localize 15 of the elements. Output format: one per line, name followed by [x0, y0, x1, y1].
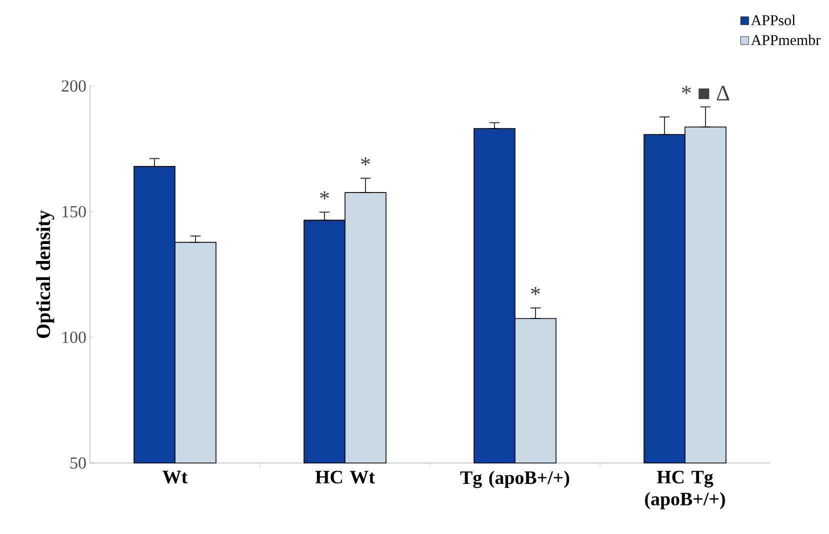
- y-axis-title: Optical density: [36, 210, 54, 338]
- y-tick-label: 100: [62, 332, 86, 344]
- legend-label: APPsol: [750, 14, 796, 26]
- x-tick-label: Tg (apoB+/+): [460, 470, 570, 488]
- annotation: * ■ Δ: [682, 86, 730, 100]
- annotation: *: [320, 191, 329, 200]
- x-tick-label: HC Tg (apoB+/+): [645, 470, 725, 510]
- x-tick-label: Wt: [162, 470, 188, 484]
- y-tick-label: 50: [70, 457, 86, 469]
- y-tick-label: 200: [62, 80, 86, 92]
- annotation: *: [361, 157, 370, 166]
- annotation: *: [531, 287, 540, 296]
- y-tick-label: 150: [62, 206, 86, 218]
- x-tick-label: HC Wt: [315, 470, 375, 484]
- legend-label: APPmembr: [750, 34, 820, 46]
